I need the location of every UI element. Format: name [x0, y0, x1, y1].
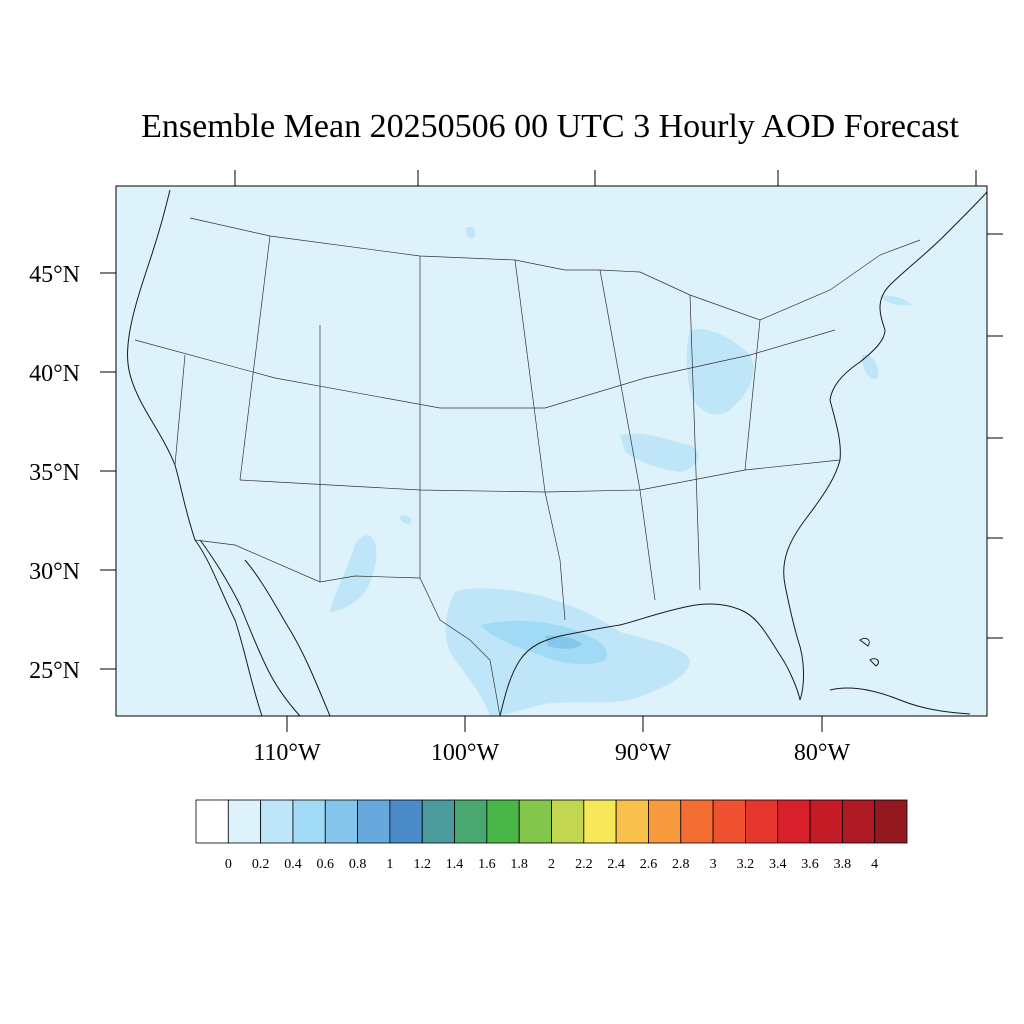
- colorbar-swatch: [518, 799, 552, 844]
- colorbar-swatch: [583, 799, 617, 844]
- aod-patch-gulf-core: [480, 620, 607, 665]
- bottom-ticks: [286, 716, 823, 732]
- colorbar-swatch: [745, 799, 779, 844]
- colorbar-swatch: [195, 799, 229, 844]
- colorbar-label: 3: [710, 857, 717, 872]
- aod-patch-north-dakota: [465, 226, 476, 239]
- colorbar-swatch: [809, 799, 843, 844]
- colorbar-label: 3.6: [801, 857, 819, 872]
- colorbar-label: 0.6: [317, 857, 335, 872]
- colorbar-swatch: [680, 799, 714, 844]
- aod-patch-gulf-peak: [545, 635, 582, 649]
- colorbar-swatch: [841, 799, 876, 844]
- colorbar-label: 1.2: [413, 857, 431, 872]
- colorbar-label: 4: [871, 857, 878, 872]
- colorbar-swatch: [389, 799, 423, 844]
- colorbar-swatch: [874, 799, 908, 844]
- colorbar-label: 2.2: [575, 857, 593, 872]
- colorbar-label: 1.4: [446, 857, 464, 872]
- lat-labels: 45°N 40°N 35°N 30°N 25°N: [29, 262, 80, 684]
- colorbar-label: 3.2: [737, 857, 755, 872]
- colorbar-swatch: [486, 799, 520, 844]
- lat-label: 40°N: [29, 361, 80, 387]
- lon-label: 80°W: [794, 740, 851, 766]
- lat-label: 45°N: [29, 262, 80, 288]
- colorbar-swatch: [324, 799, 358, 844]
- colorbar-label: 1.6: [478, 857, 496, 872]
- colorbar-swatch: [648, 799, 682, 844]
- aod-shading: [330, 226, 912, 716]
- aod-patch-newmexico: [330, 535, 377, 612]
- colorbar: [195, 799, 908, 844]
- lon-label: 100°W: [431, 740, 500, 766]
- colorbar-swatch: [777, 799, 811, 844]
- aod-patch-ohio-valley: [620, 433, 699, 472]
- left-ticks: [100, 272, 116, 670]
- coastlines: [127, 189, 987, 716]
- colorbar-swatch: [227, 799, 262, 844]
- colorbar-swatch: [615, 799, 649, 844]
- lat-label: 35°N: [29, 460, 80, 486]
- colorbar-label: 0.2: [252, 857, 270, 872]
- colorbar-label: 2.4: [607, 857, 625, 872]
- aod-patch-great-lakes: [686, 329, 754, 415]
- map-title: Ensemble Mean 20250506 00 UTC 3 Hourly A…: [141, 108, 959, 145]
- colorbar-swatch: [292, 799, 326, 844]
- colorbar-swatch: [712, 799, 746, 844]
- lon-label: 90°W: [615, 740, 672, 766]
- aod-patch-northeast: [862, 354, 879, 379]
- aod-patch-maine: [880, 295, 912, 306]
- colorbar-label: 0.4: [284, 857, 302, 872]
- colorbar-labels: 0 0.2 0.4 0.6 0.8 1 1.2 1.4 1.6 1.8 2 2.2 2.4 2.6 2.8 3…: [225, 857, 878, 872]
- colorbar-label: 1.8: [510, 857, 528, 872]
- colorbar-swatch: [454, 799, 488, 844]
- colorbar-swatch: [357, 799, 391, 844]
- colorbar-swatch: [551, 799, 585, 844]
- aod-patch-small: [400, 515, 412, 525]
- colorbar-label: 0.8: [349, 857, 367, 872]
- top-ticks: [234, 170, 977, 186]
- colorbar-swatch: [421, 799, 455, 844]
- colorbar-label: 0: [225, 857, 232, 872]
- colorbar-swatch: [260, 799, 294, 844]
- lat-label: 30°N: [29, 559, 80, 585]
- right-ticks: [987, 233, 1003, 639]
- lon-label: 110°W: [253, 740, 321, 766]
- colorbar-label: 2.8: [672, 857, 690, 872]
- boundaries: [134, 217, 921, 716]
- map-frame: [115, 185, 988, 717]
- colorbar-label: 2.6: [640, 857, 658, 872]
- colorbar-label: 1: [386, 857, 393, 872]
- lon-labels: 110°W 100°W 90°W 80°W: [253, 740, 850, 766]
- colorbar-label: 2: [548, 857, 555, 872]
- colorbar-label: 3.8: [834, 857, 852, 872]
- colorbar-label: 3.4: [769, 857, 787, 872]
- lat-label: 25°N: [29, 658, 80, 684]
